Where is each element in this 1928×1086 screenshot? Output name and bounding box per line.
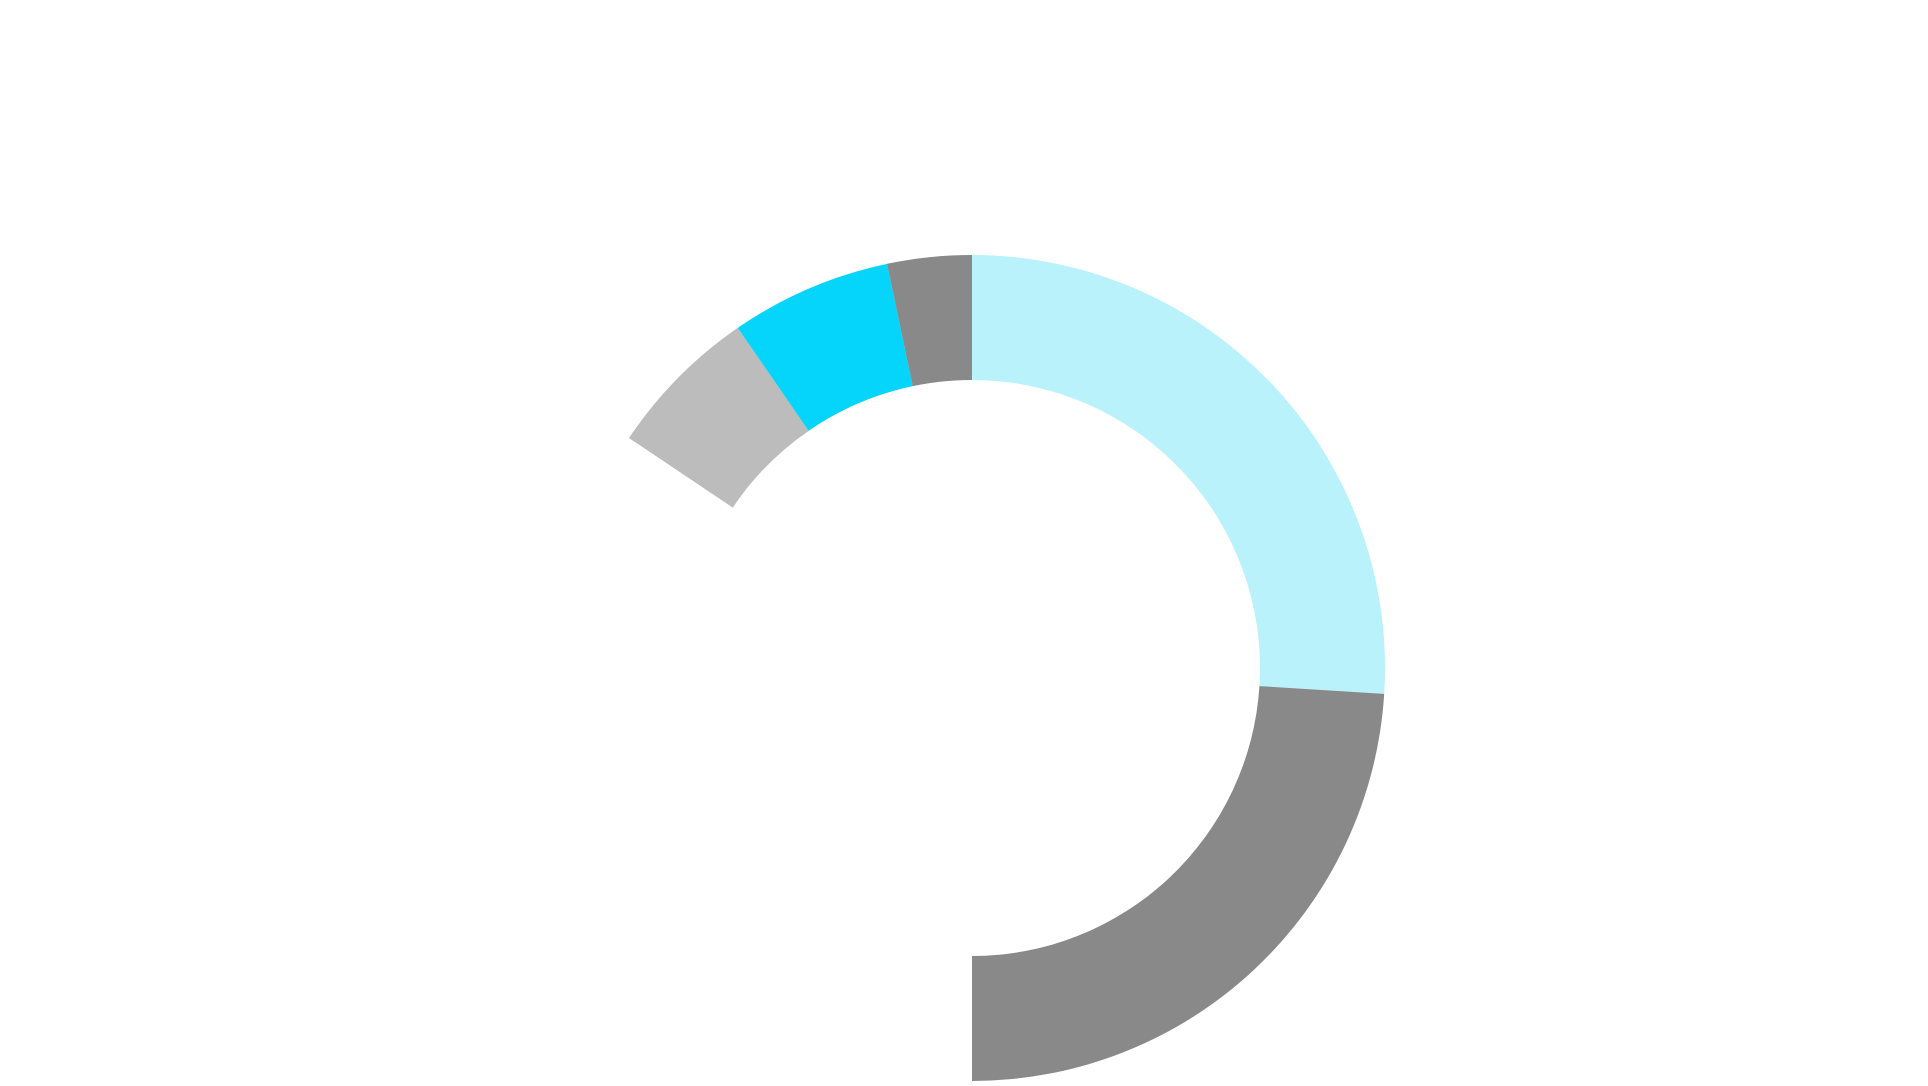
donut-slice-2 (972, 686, 1385, 1081)
donut-slice-3 (729, 901, 972, 1081)
donut-slice-7 (628, 327, 809, 508)
donut-slices (559, 255, 1386, 1081)
donut-slice-6 (566, 438, 733, 615)
donut-slice-4 (571, 739, 803, 1003)
donut-slice-9 (886, 255, 972, 387)
donut-slice-5 (559, 590, 694, 771)
donut-slice-1 (972, 255, 1386, 694)
donut-slice-8 (737, 263, 913, 431)
